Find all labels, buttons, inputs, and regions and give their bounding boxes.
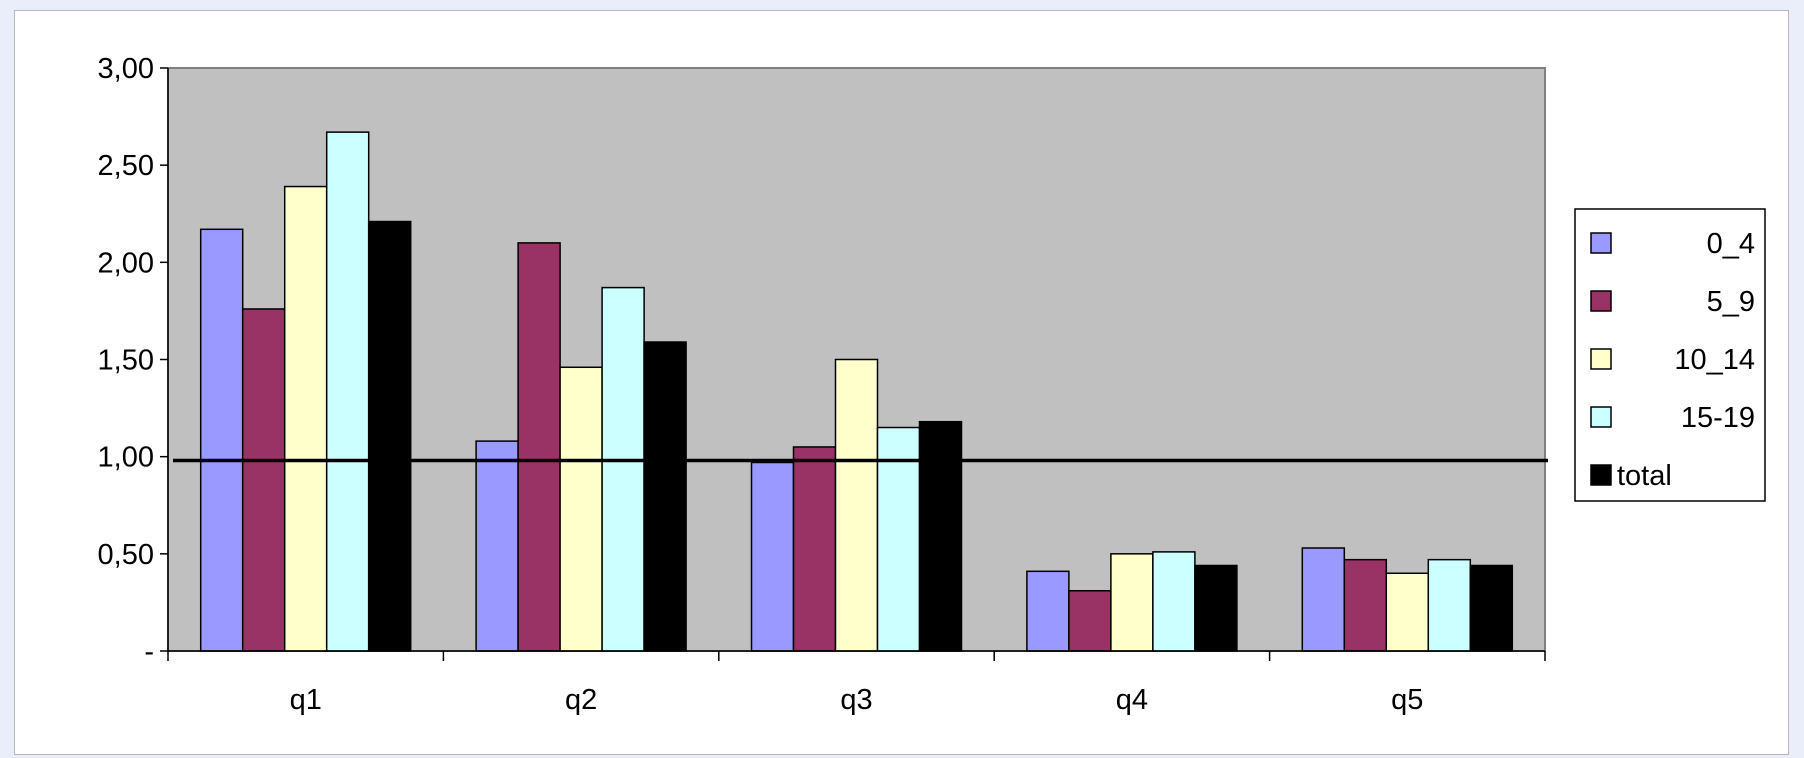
y-tick-label: - xyxy=(144,636,154,668)
bar-q4-0_4 xyxy=(1026,570,1070,652)
bar-q5-total xyxy=(1469,564,1514,652)
y-tick-label: 1,00 xyxy=(98,442,154,474)
bar-q1-10_14 xyxy=(283,185,328,652)
bar-q4-total xyxy=(1194,564,1238,652)
bar-q2-10_14 xyxy=(559,366,603,652)
bar-q3-5_9 xyxy=(792,446,837,652)
bar-q1-5_9 xyxy=(241,308,286,652)
x-tick-label: q2 xyxy=(565,684,597,716)
x-tick-label: q4 xyxy=(1116,684,1148,716)
y-tick-label: 1,50 xyxy=(98,345,154,377)
legend-swatch-total xyxy=(1590,464,1612,486)
bars-group xyxy=(199,131,1514,652)
y-tick-label: 2,00 xyxy=(98,247,154,279)
legend-swatch-10_14 xyxy=(1590,348,1612,370)
bar-q4-15-19 xyxy=(1152,551,1196,652)
bar-q1-15-19 xyxy=(325,131,370,652)
y-tick-label: 2,50 xyxy=(98,150,154,182)
bar-q5-5_9 xyxy=(1343,558,1388,652)
bar-q5-15-19 xyxy=(1427,558,1472,652)
y-tick-label: 0,50 xyxy=(98,539,154,571)
legend: 0_4 5_9 10_14 15-19 total xyxy=(1574,208,1766,502)
bar-q4-10_14 xyxy=(1110,553,1154,652)
bar-q5-0_4 xyxy=(1301,547,1346,652)
legend-label-5_9: 5_9 xyxy=(1707,286,1755,318)
legend-label-10_14: 10_14 xyxy=(1674,344,1755,376)
legend-swatch-0_4 xyxy=(1590,232,1612,254)
chart-frame: - 0,50 1,00 1,50 2,00 2,50 3,00 q1 q2 q3 q4 q5 0_4 5… xyxy=(14,10,1789,755)
bar-q3-total xyxy=(918,420,963,652)
x-tick-label: q3 xyxy=(840,684,872,716)
bar-q3-0_4 xyxy=(750,461,795,652)
bar-q4-5_9 xyxy=(1068,590,1112,652)
axes-group: - 0,50 1,00 1,50 2,00 2,50 3,00 q1 q2 q3 q4 q5 xyxy=(98,53,1546,716)
bar-q1-total xyxy=(367,220,412,652)
bar-q2-0_4 xyxy=(475,440,519,652)
legend-label-0_4: 0_4 xyxy=(1707,228,1755,260)
bar-chart: - 0,50 1,00 1,50 2,00 2,50 3,00 q1 q2 q3 q4 q5 0_4 5… xyxy=(98,53,1766,716)
bar-q3-10_14 xyxy=(834,358,879,652)
bar-q2-total xyxy=(643,341,687,652)
x-tick-label: q5 xyxy=(1391,684,1423,716)
legend-swatch-5_9 xyxy=(1590,290,1612,312)
bar-q2-15-19 xyxy=(601,286,645,652)
legend-swatch-15-19 xyxy=(1590,406,1612,428)
y-tick-label: 3,00 xyxy=(98,53,154,85)
bar-q1-0_4 xyxy=(199,228,244,652)
bar-q2-5_9 xyxy=(517,242,561,652)
bar-q5-10_14 xyxy=(1385,572,1430,652)
x-tick-label: q1 xyxy=(290,684,322,716)
legend-label-total: total xyxy=(1617,460,1672,492)
legend-label-15-19: 15-19 xyxy=(1681,402,1755,434)
